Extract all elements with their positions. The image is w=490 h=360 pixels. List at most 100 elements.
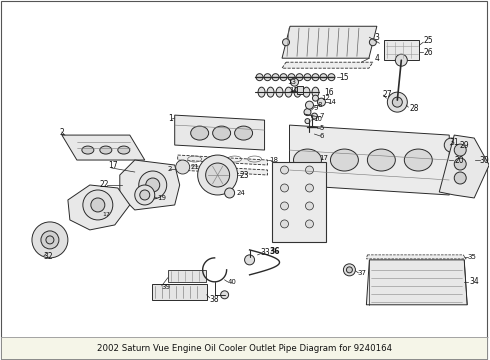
Circle shape (264, 74, 271, 81)
Circle shape (444, 138, 458, 152)
Circle shape (176, 160, 190, 174)
Circle shape (140, 190, 150, 200)
Circle shape (288, 74, 295, 81)
Bar (1, 337, 487, 359)
Bar (168, 270, 206, 282)
Circle shape (83, 190, 113, 220)
Circle shape (272, 74, 279, 81)
Text: 3: 3 (374, 33, 379, 42)
Bar (297, 86, 303, 94)
Circle shape (392, 97, 402, 107)
Ellipse shape (312, 87, 319, 97)
Ellipse shape (100, 146, 112, 154)
Text: 1: 1 (168, 114, 172, 123)
Text: 10: 10 (314, 116, 322, 122)
Ellipse shape (285, 87, 292, 97)
Text: 2: 2 (60, 127, 65, 136)
Text: 6: 6 (319, 133, 324, 139)
Circle shape (305, 118, 310, 123)
Circle shape (245, 255, 255, 265)
Polygon shape (178, 165, 268, 175)
Text: 16: 16 (324, 87, 334, 96)
Text: 32: 32 (43, 252, 52, 261)
Text: 8: 8 (318, 102, 322, 108)
Circle shape (369, 39, 376, 46)
Text: 25: 25 (423, 36, 433, 45)
Polygon shape (290, 125, 449, 195)
Circle shape (32, 222, 68, 258)
Circle shape (388, 92, 407, 112)
Circle shape (343, 264, 355, 276)
Circle shape (346, 267, 352, 273)
Circle shape (281, 166, 289, 174)
Text: 27: 27 (382, 90, 392, 99)
Circle shape (305, 220, 314, 228)
Text: 26: 26 (423, 48, 433, 57)
Circle shape (139, 171, 167, 199)
Polygon shape (178, 155, 268, 165)
Text: 17: 17 (108, 161, 118, 170)
Ellipse shape (118, 146, 130, 154)
Circle shape (305, 166, 314, 174)
Bar (271, 162, 326, 242)
Circle shape (309, 129, 315, 135)
Text: 21: 21 (191, 164, 199, 170)
Circle shape (206, 163, 230, 187)
Text: 28: 28 (409, 104, 419, 113)
Polygon shape (120, 160, 180, 210)
Ellipse shape (276, 87, 283, 97)
Circle shape (281, 202, 289, 210)
Text: 38: 38 (210, 295, 219, 304)
Text: 22: 22 (100, 180, 109, 189)
Ellipse shape (82, 146, 94, 154)
Text: 15: 15 (340, 73, 349, 82)
Circle shape (41, 231, 59, 249)
Circle shape (395, 54, 407, 66)
Text: 17: 17 (319, 155, 328, 161)
Circle shape (312, 74, 319, 81)
Circle shape (328, 74, 335, 81)
Text: 33: 33 (261, 248, 270, 257)
Circle shape (280, 74, 287, 81)
Circle shape (281, 220, 289, 228)
Circle shape (318, 98, 325, 106)
Ellipse shape (368, 149, 395, 171)
Circle shape (256, 74, 263, 81)
Circle shape (454, 158, 466, 170)
Text: 29: 29 (459, 140, 469, 149)
Ellipse shape (404, 149, 432, 171)
Text: 9: 9 (314, 105, 318, 111)
Circle shape (296, 74, 303, 81)
Ellipse shape (213, 126, 231, 140)
Text: 2002 Saturn Vue Engine Oil Cooler Outlet Pipe Diagram for 9240164: 2002 Saturn Vue Engine Oil Cooler Outlet… (97, 344, 392, 353)
Ellipse shape (191, 126, 209, 140)
Circle shape (135, 185, 155, 205)
Bar (152, 284, 207, 300)
Circle shape (312, 113, 318, 119)
Ellipse shape (258, 87, 265, 97)
Circle shape (454, 144, 466, 156)
Polygon shape (282, 26, 377, 58)
Polygon shape (367, 260, 467, 305)
Circle shape (305, 184, 314, 192)
Circle shape (197, 155, 238, 195)
Text: 18: 18 (270, 157, 278, 163)
Text: 4: 4 (374, 54, 379, 63)
Circle shape (454, 172, 466, 184)
Circle shape (283, 39, 290, 46)
Circle shape (91, 198, 105, 212)
Text: 39: 39 (162, 284, 171, 290)
Polygon shape (68, 185, 130, 230)
Ellipse shape (267, 87, 274, 97)
Polygon shape (175, 115, 265, 150)
Polygon shape (282, 62, 373, 68)
Circle shape (146, 178, 160, 192)
Text: 17: 17 (103, 212, 111, 217)
Text: 2: 2 (168, 166, 172, 172)
Ellipse shape (330, 149, 358, 171)
Text: 13: 13 (288, 79, 296, 85)
Text: 20: 20 (454, 156, 464, 165)
Text: 19: 19 (157, 195, 166, 201)
Ellipse shape (303, 87, 310, 97)
Text: 36: 36 (270, 247, 280, 256)
